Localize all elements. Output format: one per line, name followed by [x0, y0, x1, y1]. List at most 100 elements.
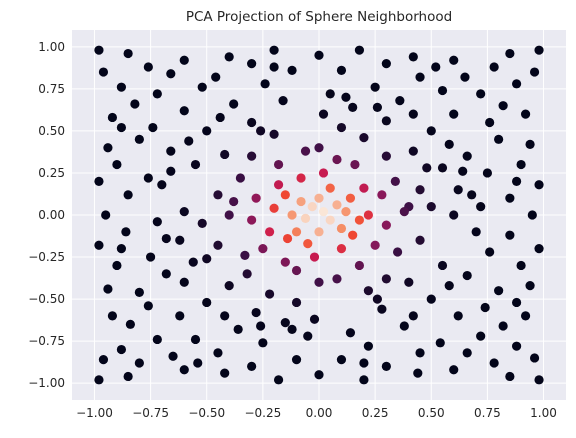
scatter-point [427, 202, 436, 211]
scatter-point [94, 241, 103, 250]
scatter-point [481, 303, 490, 312]
scatter-point [382, 274, 391, 283]
scatter-point [454, 311, 463, 320]
scatter-point [422, 163, 431, 172]
scatter-point [126, 320, 135, 329]
scatter-point [240, 251, 249, 260]
scatter-point [184, 136, 193, 145]
scatter-point [247, 59, 256, 68]
scatter-point [213, 241, 222, 250]
scatter-point [355, 215, 364, 224]
scatter-point [438, 86, 447, 95]
scatter-point [180, 207, 189, 216]
scatter-point [296, 173, 305, 182]
scatter-point [292, 266, 301, 275]
scatter-point [449, 210, 458, 219]
scatter-point [247, 215, 256, 224]
scatter-point [377, 190, 386, 199]
scatter-point [265, 227, 274, 236]
scatter-point [274, 180, 283, 189]
scatter-point [310, 252, 319, 261]
scatter-point [485, 247, 494, 256]
x-tick-label: −0.75 [132, 406, 169, 420]
scatter-point [269, 130, 278, 139]
x-tick-label: 0.50 [418, 406, 445, 420]
scatter-point [180, 278, 189, 287]
scatter-point [326, 89, 335, 98]
scatter-point [512, 79, 521, 88]
scatter-point [216, 113, 225, 122]
scatter-point [94, 177, 103, 186]
scatter-point [229, 197, 238, 206]
scatter-point [341, 93, 350, 102]
scatter-point [269, 62, 278, 71]
scatter-point [146, 252, 155, 261]
scatter-point [391, 177, 400, 186]
scatter-point [393, 247, 402, 256]
scatter-point [180, 365, 189, 374]
scatter-point [476, 331, 485, 340]
scatter-point [202, 298, 211, 307]
scatter-point [494, 135, 503, 144]
y-tick-label: 0.00 [38, 208, 65, 222]
scatter-point [175, 236, 184, 245]
scatter-point [449, 56, 458, 65]
x-tick-label: 0.25 [362, 406, 389, 420]
scatter-point [337, 123, 346, 132]
scatter-point [337, 66, 346, 75]
scatter-point [377, 305, 386, 314]
scatter-point [359, 375, 368, 384]
scatter-point [236, 173, 245, 182]
scatter-point [274, 375, 283, 384]
scatter-point [256, 126, 265, 135]
scatter-point [337, 355, 346, 364]
scatter-point [521, 311, 530, 320]
scatter-point [220, 311, 229, 320]
scatter-point [166, 167, 175, 176]
scatter-point [314, 194, 323, 203]
scatter-point [269, 46, 278, 55]
scatter-point [499, 321, 508, 330]
scatter-point [404, 278, 413, 287]
scatter-point [130, 99, 139, 108]
scatter-point [281, 318, 290, 327]
scatter-point [346, 328, 355, 337]
scatter-point [308, 202, 317, 211]
scatter-point [124, 49, 133, 58]
scatter-point [460, 72, 469, 81]
scatter-point [292, 298, 301, 307]
scatter-point [359, 183, 368, 192]
scatter-point [314, 143, 323, 152]
scatter-point [319, 207, 328, 216]
scatter-point [463, 348, 472, 357]
scatter-point [364, 342, 373, 351]
scatter-point [112, 261, 121, 270]
scatter-point [211, 72, 220, 81]
y-tick-label: −0.25 [28, 250, 65, 264]
scatter-point [153, 335, 162, 344]
x-tick-label: −0.50 [188, 406, 225, 420]
scatter-point [135, 135, 144, 144]
scatter-point [476, 202, 485, 211]
scatter-point [512, 177, 521, 186]
y-tick-label: 0.25 [38, 166, 65, 180]
scatter-point [438, 163, 447, 172]
scatter-point [346, 194, 355, 203]
scatter-point [427, 126, 436, 135]
scatter-point [117, 345, 126, 354]
scatter-point [337, 244, 346, 253]
scatter-point [409, 52, 418, 61]
scatter-point [213, 348, 222, 357]
scatter-point [117, 244, 126, 253]
scatter-point [121, 227, 130, 236]
y-tick-label: −1.00 [28, 376, 65, 390]
scatter-point [382, 116, 391, 125]
scatter-point [314, 370, 323, 379]
scatter-point [198, 83, 207, 92]
scatter-point [449, 365, 458, 374]
scatter-point [144, 62, 153, 71]
scatter-point [135, 288, 144, 297]
scatter-point [274, 160, 283, 169]
scatter-point [438, 261, 447, 270]
scatter-point [153, 89, 162, 98]
